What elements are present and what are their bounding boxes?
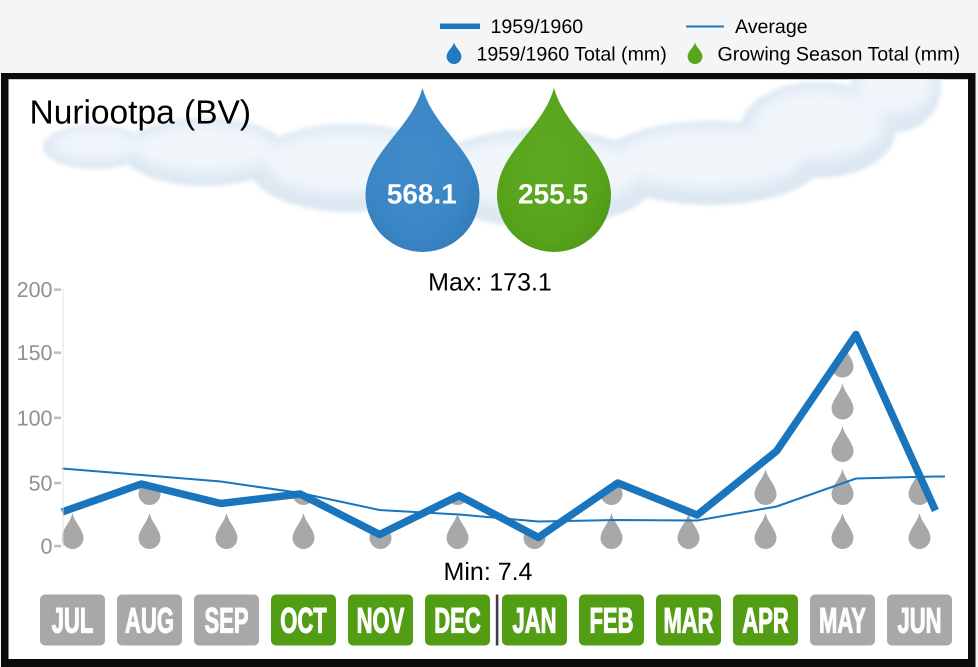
svg-text:SEP: SEP: [204, 601, 248, 641]
svg-text:AUG: AUG: [125, 601, 174, 641]
svg-text:Max: 173.1: Max: 173.1: [428, 269, 552, 297]
svg-text:JUL: JUL: [52, 601, 94, 641]
svg-text:150: 150: [17, 341, 53, 365]
svg-text:JAN: JAN: [512, 601, 556, 641]
svg-text:DEC: DEC: [434, 601, 480, 641]
svg-text:MAY: MAY: [819, 601, 866, 641]
svg-text:100: 100: [17, 406, 53, 430]
svg-text:JUN: JUN: [897, 601, 941, 641]
svg-text:200: 200: [17, 278, 53, 302]
svg-text:1959/1960: 1959/1960: [491, 16, 584, 38]
svg-text:MAR: MAR: [663, 601, 713, 641]
svg-text:OCT: OCT: [280, 601, 327, 641]
svg-text:Growing Season Total (mm): Growing Season Total (mm): [718, 44, 960, 66]
svg-text:Min: 7.4: Min: 7.4: [444, 558, 533, 586]
svg-text:50: 50: [29, 472, 53, 496]
svg-text:APR: APR: [742, 601, 788, 641]
svg-text:0: 0: [41, 535, 53, 559]
svg-text:Nuriootpa (BV): Nuriootpa (BV): [30, 95, 252, 132]
svg-text:568.1: 568.1: [387, 179, 457, 210]
svg-text:255.5: 255.5: [518, 179, 588, 210]
svg-text:NOV: NOV: [357, 601, 405, 641]
svg-text:FEB: FEB: [589, 601, 633, 641]
svg-text:1959/1960 Total (mm): 1959/1960 Total (mm): [477, 44, 667, 66]
svg-text:Average: Average: [735, 16, 808, 38]
